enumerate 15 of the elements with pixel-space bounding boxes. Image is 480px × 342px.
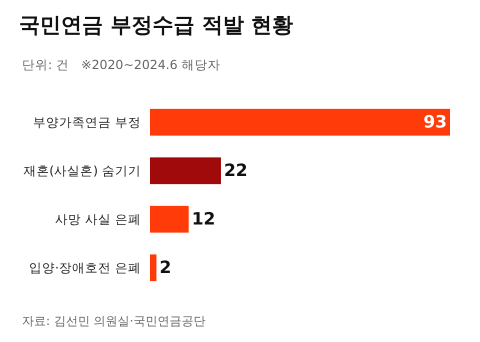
chart-title: 국민연금 부정수급 적발 현황 — [19, 12, 294, 37]
data-label: 93 — [423, 112, 447, 132]
bar — [150, 157, 221, 184]
data-label: 2 — [159, 258, 172, 278]
y-tick-label: 재혼(사실혼) 숨기기 — [23, 163, 141, 178]
data-label: 22 — [224, 160, 248, 181]
bar — [150, 108, 450, 136]
y-tick-label: 입양·장애호전 은폐 — [29, 260, 141, 276]
chart-subtitle: 단위: 건 ※2020~2024.6 해당자 — [22, 57, 221, 72]
data-label: 12 — [192, 209, 216, 230]
bar — [150, 206, 189, 233]
text: 자료: 김선민 의원실·국민연금공단 — [22, 314, 206, 328]
y-tick-label: 부양가족연금 부정 — [33, 114, 141, 130]
y-tick-label: 사망 사실 은폐 — [55, 212, 141, 227]
bar — [150, 254, 156, 282]
